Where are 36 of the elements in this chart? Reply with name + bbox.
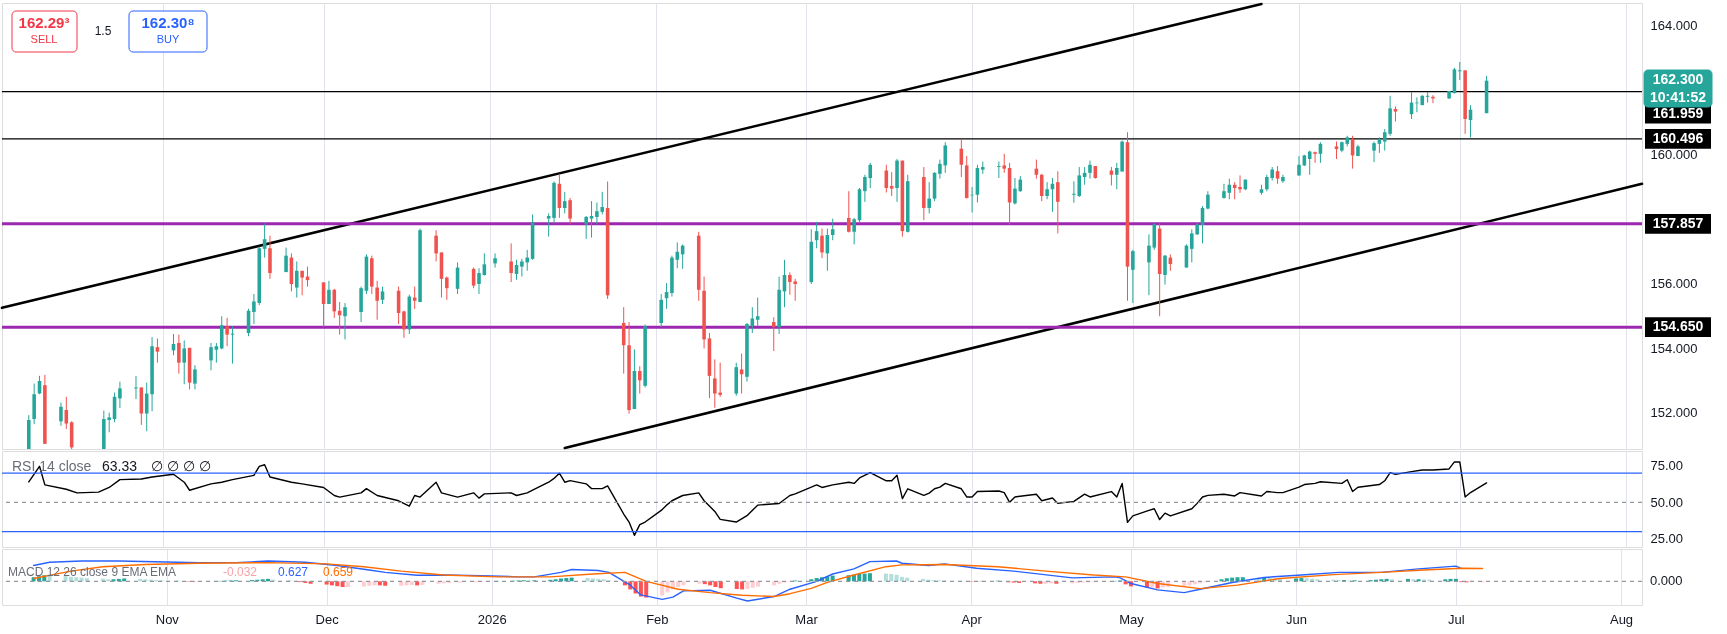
ref-line-label: 157.857 xyxy=(1652,214,1704,231)
ref-line-label: 161.959 xyxy=(1652,104,1704,121)
y-tick-label: 164.000 xyxy=(1650,18,1698,34)
x-tick-label: 2026 xyxy=(477,611,507,627)
annotation: 162.30⁸ xyxy=(141,14,195,31)
annotation: 0.659 xyxy=(323,565,354,579)
text: 10:41:52 xyxy=(1649,89,1707,105)
x-tick-label: Jul xyxy=(1448,611,1465,627)
annotation: SELL xyxy=(30,33,58,45)
x-tick-label: May xyxy=(1119,611,1145,627)
x-tick-label: Aug xyxy=(1609,611,1634,627)
x-tick-label: Dec xyxy=(315,611,340,627)
x-tick-label: Jun xyxy=(1286,611,1308,627)
text: 162.300 xyxy=(1652,71,1704,87)
y-tick-label: 152.000 xyxy=(1650,405,1698,421)
ref-line-label: 0.000 xyxy=(1650,573,1683,589)
annotation: RSI 14 close xyxy=(12,458,92,474)
x-tick-label: Apr xyxy=(961,611,983,627)
y-tick-label: 156.000 xyxy=(1650,276,1698,292)
x-tick-label: Feb xyxy=(646,611,669,627)
annotation: 63.33 xyxy=(102,458,138,474)
annotation: 1.5 xyxy=(94,24,112,38)
y-tick-label: 154.000 xyxy=(1650,340,1698,356)
annotation: -0.032 xyxy=(223,565,258,579)
y-tick-label: 160.000 xyxy=(1650,147,1698,163)
annotation: 0.627 xyxy=(278,565,309,579)
y-tick-label: 50.00 xyxy=(1650,494,1684,510)
ref-line-label: 154.650 xyxy=(1652,318,1704,335)
x-tick-label: Mar xyxy=(795,611,819,627)
ref-line-label: 160.496 xyxy=(1652,129,1704,146)
y-tick-label: 25.00 xyxy=(1650,531,1684,547)
y-tick-label: 75.00 xyxy=(1650,458,1684,474)
annotation: BUY xyxy=(156,33,180,45)
annotation: 162.29³ xyxy=(18,14,70,31)
x-tick-label: Nov xyxy=(155,611,180,627)
annotation: ∅ ∅ ∅ ∅ xyxy=(151,458,211,474)
